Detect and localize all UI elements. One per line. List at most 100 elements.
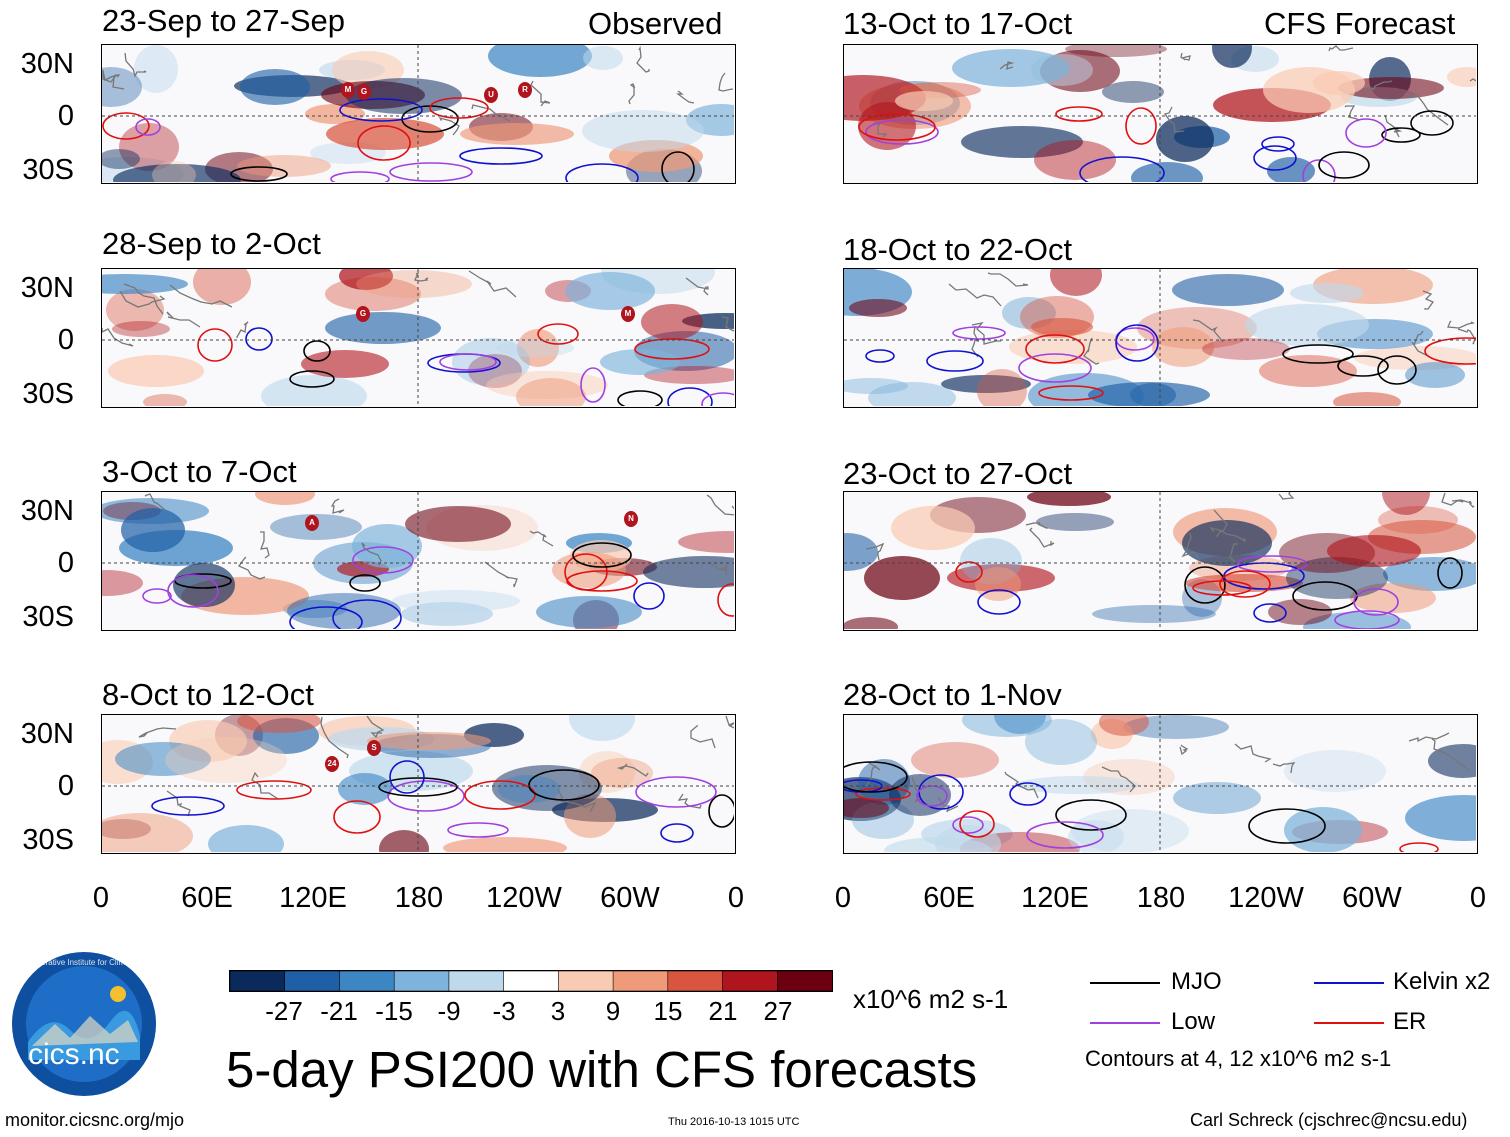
lon-label-120w: 120W [1228, 882, 1304, 914]
contour-line [926, 350, 984, 372]
coastline [166, 790, 191, 817]
panel-title-obs-4: 8-Oct to 12-Oct [102, 677, 314, 712]
coastline [999, 61, 1015, 70]
anomaly-shading [582, 110, 704, 152]
contour-line [634, 338, 710, 360]
storm-marker: S [367, 740, 381, 756]
contour-line [1377, 355, 1417, 385]
coastline [166, 311, 201, 328]
legend-line-er [1314, 1022, 1384, 1024]
contour-line [855, 787, 911, 801]
coastline [1404, 92, 1449, 126]
lat-label-eq: 0 [57, 100, 74, 132]
anomaly-shading [352, 524, 422, 568]
coastline [1441, 492, 1465, 506]
storm-marker: A [305, 515, 319, 531]
lat-label-30n: 30N [20, 718, 74, 750]
coastline [1083, 337, 1100, 365]
author-credit: Carl Schreck (cjschrec@ncsu.edu) [1190, 1110, 1468, 1130]
anomaly-shading [112, 321, 170, 337]
colorbar [229, 970, 833, 992]
anomaly-shading [488, 45, 592, 77]
colorbar-segment [229, 970, 286, 992]
anomaly-shading [1382, 492, 1430, 515]
map-panel-forecast-1 [843, 44, 1478, 184]
contour-line [135, 118, 161, 136]
contour-line [952, 326, 1006, 340]
colorbar-segment [776, 970, 833, 992]
colorbar-segment [503, 970, 560, 992]
anomaly-shading [237, 155, 331, 177]
colorbar-segment [667, 970, 724, 992]
anomaly-shading [468, 354, 522, 388]
anomaly-shading [405, 506, 511, 542]
anomaly-shading [121, 508, 185, 552]
contour-line [352, 546, 414, 574]
coastline [1447, 320, 1475, 329]
coastline [1181, 532, 1199, 559]
anomaly-shading [143, 394, 187, 406]
contour-line [357, 125, 411, 161]
anomaly-shading [1405, 362, 1465, 388]
contour-line [717, 583, 734, 617]
anomaly-shading [1286, 557, 1388, 599]
colorbar-tick: 9 [605, 996, 621, 1026]
anomaly-shading [1036, 513, 1114, 531]
lon-label-120w: 120W [486, 882, 562, 914]
legend-label-mjo: MJO [1171, 968, 1222, 995]
contour-line [633, 582, 665, 610]
lon-label-60e: 60E [923, 882, 975, 914]
anomaly-shading [849, 299, 907, 317]
contour-line [667, 387, 713, 406]
panel-title-obs-3: 3-Oct to 7-Oct [102, 454, 297, 489]
contour-line [1248, 808, 1326, 844]
anomaly-shading [301, 350, 389, 378]
coastline [1163, 106, 1185, 133]
coastline [138, 727, 177, 738]
anomaly-shading [844, 798, 889, 818]
map-canvas [844, 269, 1476, 406]
lon-label-60e: 60E [181, 882, 233, 914]
contour-line [387, 780, 465, 812]
coastline [971, 325, 980, 358]
coastline [1029, 527, 1055, 548]
coastline [708, 562, 729, 576]
anomaly-shading [255, 492, 315, 505]
lat-label-30n: 30N [20, 48, 74, 80]
coastline [529, 530, 554, 547]
anomaly-shading [1123, 715, 1229, 739]
anomaly-shading [379, 830, 429, 852]
coastline [636, 45, 650, 73]
coastline [1384, 114, 1403, 138]
coastline [366, 715, 385, 739]
anomaly-shading [240, 69, 310, 105]
anomaly-shading [346, 78, 462, 114]
anomaly-shading [678, 531, 734, 553]
coastline [685, 277, 709, 296]
contour-line [572, 542, 632, 568]
colorbar-tick: 27 [763, 996, 793, 1026]
contour-line [865, 349, 895, 363]
map-panel-observed-3 [101, 491, 736, 631]
contour-line [1253, 145, 1297, 171]
storm-marker: M [621, 306, 635, 322]
contour-line [580, 367, 606, 403]
timestamp: Thu 2016-10-13 1015 UTC [668, 1116, 800, 1128]
contour-line [1318, 151, 1370, 179]
coastline [238, 556, 266, 580]
coastline [320, 716, 349, 759]
anomaly-shading [102, 149, 140, 169]
contour-line [566, 570, 638, 592]
contour-line [1115, 324, 1159, 362]
anomaly-shading [1333, 392, 1401, 406]
contour-line [1261, 136, 1295, 152]
lon-label-120e: 120E [279, 882, 347, 914]
anomaly-shading [1156, 116, 1214, 162]
coastline [948, 283, 1002, 307]
anomaly-shading [868, 382, 956, 406]
anomaly-shading [134, 45, 178, 93]
anomaly-shading [941, 375, 1031, 393]
coastline [1272, 762, 1296, 774]
website-link[interactable]: monitor.cicsnc.org/mjo [5, 1110, 185, 1130]
contour-line [1055, 106, 1103, 122]
